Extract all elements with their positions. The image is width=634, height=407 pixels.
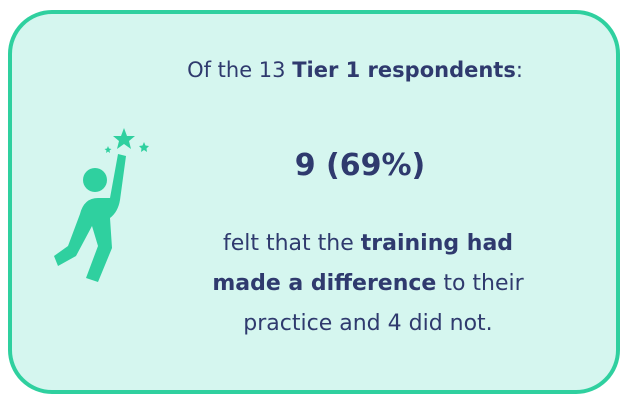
highlight: 9 (69%) bbox=[294, 148, 426, 183]
heading: Of the 13 Tier 1 respondents: bbox=[100, 58, 610, 82]
body-text-part: to their practice and 4 did not. bbox=[243, 271, 524, 336]
heading-bold: Tier 1 respondents bbox=[292, 58, 516, 82]
body-text: felt that the training had made a differ… bbox=[188, 224, 548, 344]
heading-text: : bbox=[515, 58, 523, 82]
heading-text: Of the 13 bbox=[187, 58, 293, 82]
jumping-person-icon bbox=[54, 128, 149, 282]
body-bold: training had made a difference bbox=[212, 231, 514, 296]
body-text-part: felt that the bbox=[222, 231, 361, 256]
